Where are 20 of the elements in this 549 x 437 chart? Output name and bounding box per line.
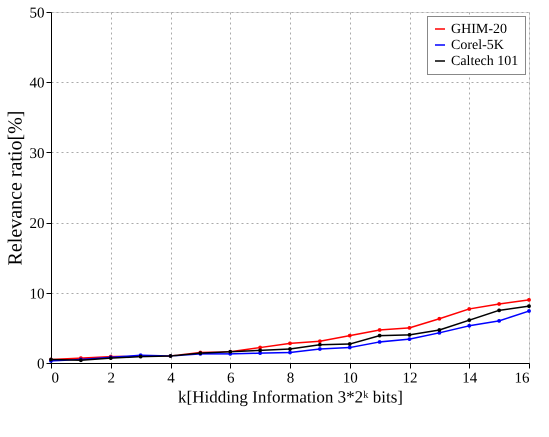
x-axis-title: k[Hidding Information 3*2ᵏ bits]: [178, 388, 403, 406]
y-axis-title: Relevance ratio[%]: [4, 110, 26, 266]
x-tick-label: 0: [52, 370, 59, 386]
y-tick-label: 10: [30, 286, 44, 302]
x-tick-label: 4: [167, 370, 176, 386]
legend-label: GHIM-20: [451, 22, 507, 37]
y-tick-label: 50: [30, 6, 44, 22]
x-tick-label: 8: [286, 370, 294, 386]
x-tick-label: 2: [108, 370, 115, 386]
y-tick-label: 40: [30, 76, 44, 92]
x-tick-label: 16: [514, 370, 530, 386]
legend-label: Corel-5K: [451, 38, 504, 53]
x-tick-label: 14: [462, 370, 478, 386]
x-tick-label: 10: [342, 370, 358, 386]
y-tick-label: 30: [30, 146, 44, 162]
legend-label: Caltech 101: [451, 54, 518, 69]
x-tick-label: 12: [402, 370, 418, 386]
x-tick-label: 6: [227, 370, 235, 386]
y-tick-label: 20: [30, 216, 44, 232]
y-tick-label: 0: [37, 356, 44, 372]
